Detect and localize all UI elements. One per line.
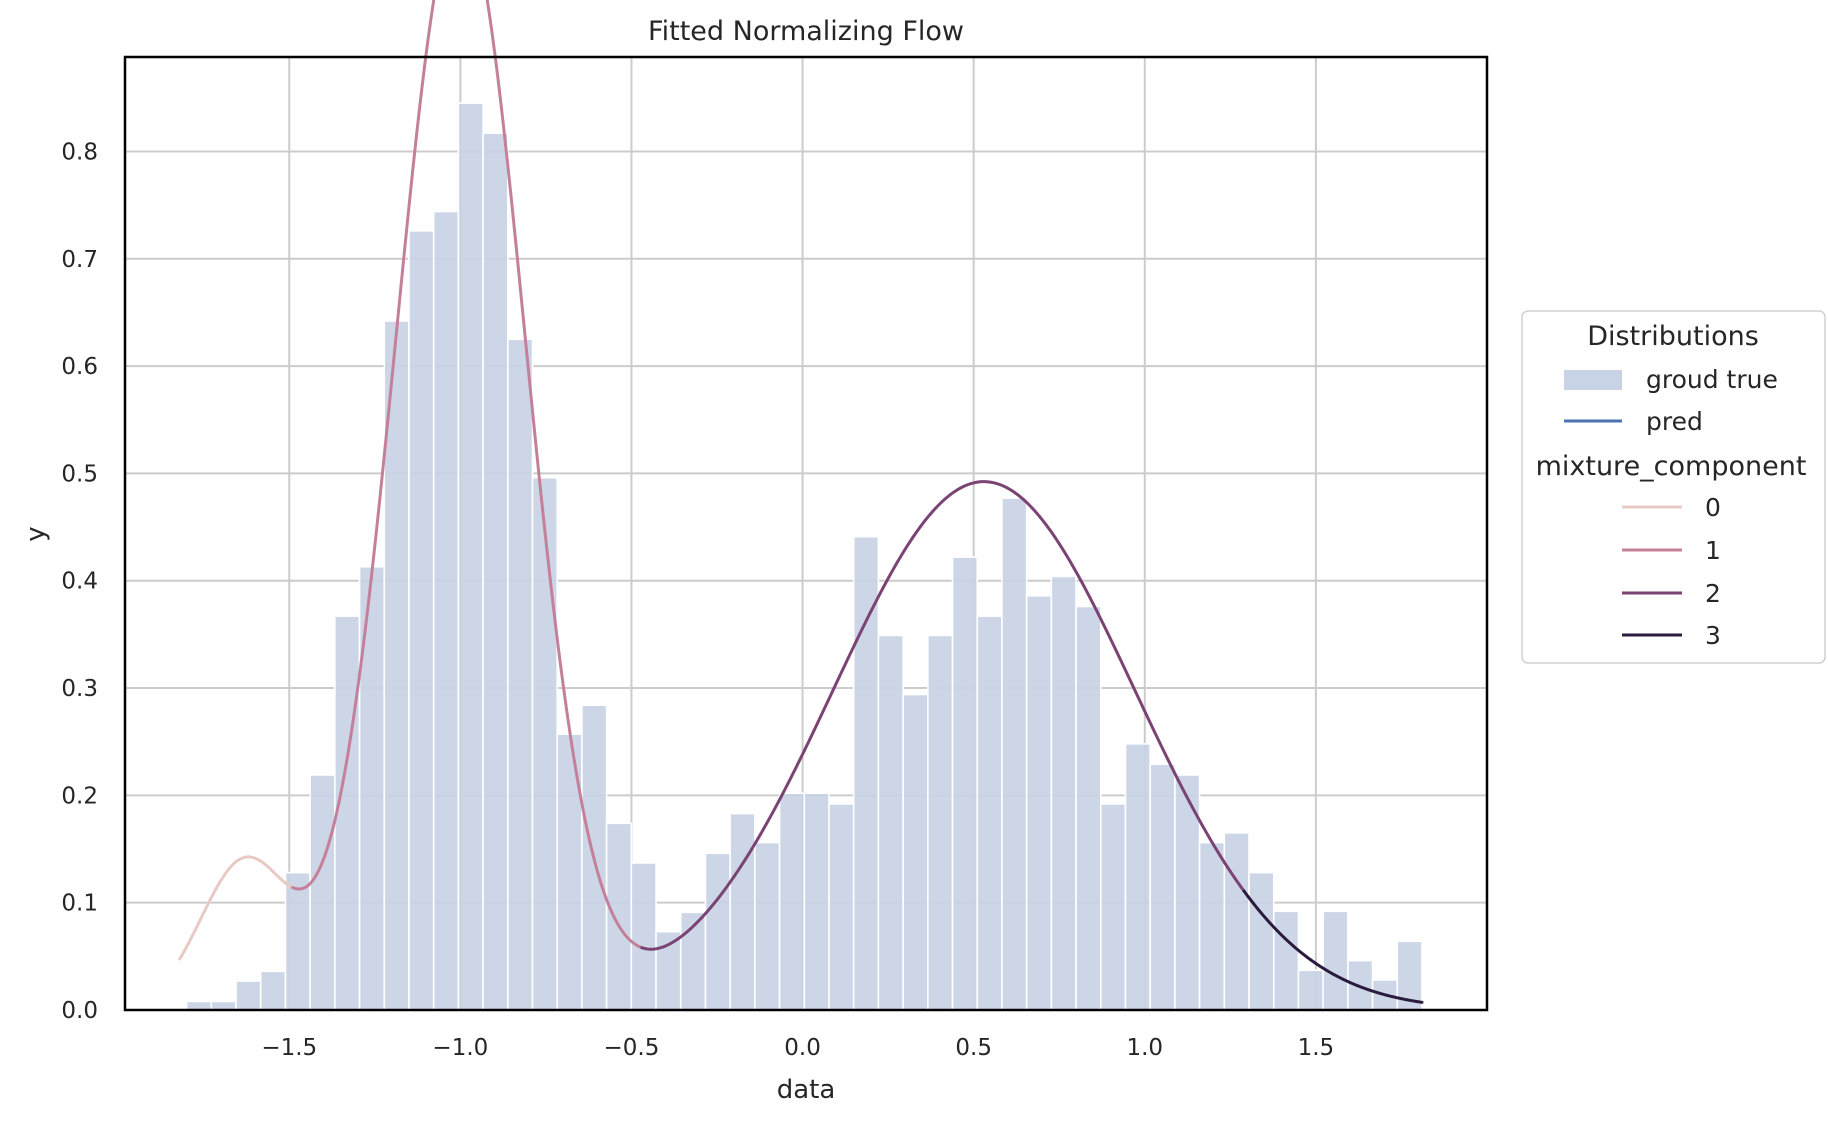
histogram-bar — [506, 338, 534, 1011]
histogram-bar — [432, 210, 460, 1011]
y-tick-labels: 0.0 0.1 0.2 0.3 0.4 0.5 0.6 0.7 0.8 — [61, 139, 98, 1024]
legend-swatch-groud-true — [1564, 370, 1622, 390]
histogram-bar — [704, 852, 731, 1011]
pred-curve-component-0 — [178, 855, 295, 961]
legend-label-component-0: 0 — [1705, 493, 1721, 522]
histogram-bar — [902, 693, 929, 1011]
histogram-bar — [1297, 969, 1324, 1011]
histogram-bars — [185, 102, 1423, 1011]
pred-curves — [178, 0, 1424, 1004]
histogram-bar — [457, 102, 484, 1011]
x-axis-label: data — [777, 1075, 836, 1105]
y-axis-label: y — [21, 526, 51, 541]
histogram-bar — [1075, 605, 1102, 1011]
histogram-bar — [679, 911, 707, 1011]
histogram-bar — [358, 565, 386, 1011]
x-tick-label: 1.5 — [1298, 1035, 1335, 1061]
histogram-bar — [235, 980, 262, 1011]
histogram-bar — [334, 615, 361, 1011]
legend-label-groud-true: groud true — [1646, 365, 1778, 394]
histogram-bar — [1001, 497, 1028, 1011]
histogram-bar — [210, 1000, 237, 1011]
legend-subtitle: mixture_component — [1536, 451, 1807, 482]
legend-title: Distributions — [1587, 321, 1759, 352]
y-tick-label: 0.4 — [61, 569, 98, 595]
histogram-bar — [1322, 910, 1349, 1011]
x-tick-label: 1.0 — [1126, 1035, 1163, 1061]
x-tick-label: −0.5 — [604, 1035, 660, 1061]
y-tick-label: 0.2 — [61, 783, 98, 809]
legend: Distributions groud true pred mixture_co… — [1521, 310, 1826, 664]
histogram-bar — [1272, 910, 1300, 1011]
histogram-bar — [852, 535, 880, 1011]
histogram-bar — [1149, 763, 1176, 1011]
histogram-bar — [778, 792, 806, 1011]
histogram-bar — [1174, 774, 1201, 1011]
histogram-bar — [951, 556, 979, 1011]
histogram-bar — [1124, 743, 1151, 1011]
legend-label-pred: pred — [1646, 407, 1703, 436]
histogram-bar — [1248, 871, 1275, 1011]
histogram-bar — [1099, 803, 1127, 1011]
histogram-bar — [185, 1000, 213, 1011]
pred-curve-component-3 — [1242, 889, 1424, 1004]
histogram-bar — [803, 792, 830, 1011]
x-tick-label: 0.5 — [955, 1035, 992, 1061]
pred-curve-component-1 — [291, 0, 644, 950]
pred-curve-component-2 — [640, 480, 1246, 951]
y-tick-label: 0.7 — [61, 247, 98, 273]
histogram-bar — [630, 862, 657, 1011]
x-tick-label: −1.5 — [261, 1035, 317, 1061]
legend-label-component-1: 1 — [1705, 536, 1721, 565]
y-tick-label: 0.1 — [61, 891, 98, 917]
histogram-bar — [877, 634, 904, 1011]
x-tick-labels: −1.5 −1.0 −0.5 0.0 0.5 1.0 1.5 — [261, 1035, 1334, 1061]
histogram-bar — [1050, 575, 1077, 1011]
y-tick-label: 0.5 — [61, 461, 98, 487]
histogram-bar — [531, 476, 559, 1011]
y-tick-label: 0.0 — [61, 998, 98, 1024]
histogram-bar — [482, 132, 509, 1011]
histogram-bar — [927, 634, 954, 1011]
histogram-bar — [1198, 841, 1226, 1011]
chart-title: Fitted Normalizing Flow — [648, 16, 964, 47]
legend-label-component-2: 2 — [1705, 579, 1721, 608]
legend-box — [1521, 310, 1826, 664]
histogram-bar — [605, 822, 633, 1011]
x-tick-label: 0.0 — [784, 1035, 821, 1061]
histogram-bar — [408, 230, 435, 1011]
histogram-bar — [754, 841, 781, 1011]
y-tick-label: 0.3 — [61, 676, 98, 702]
plot-frame — [123, 55, 1489, 1012]
histogram-bar — [1223, 832, 1250, 1011]
histogram-bar — [309, 774, 336, 1011]
histogram-bar — [729, 812, 756, 1011]
y-tick-label: 0.8 — [61, 139, 98, 165]
y-tick-label: 0.6 — [61, 354, 98, 380]
histogram-bar — [828, 803, 855, 1011]
histogram-bar — [284, 871, 311, 1011]
histogram-bar — [259, 970, 287, 1011]
histogram-bar — [1025, 594, 1053, 1011]
legend-label-component-3: 3 — [1705, 621, 1721, 650]
histogram-bar — [976, 615, 1003, 1011]
x-tick-label: −1.0 — [432, 1035, 488, 1061]
